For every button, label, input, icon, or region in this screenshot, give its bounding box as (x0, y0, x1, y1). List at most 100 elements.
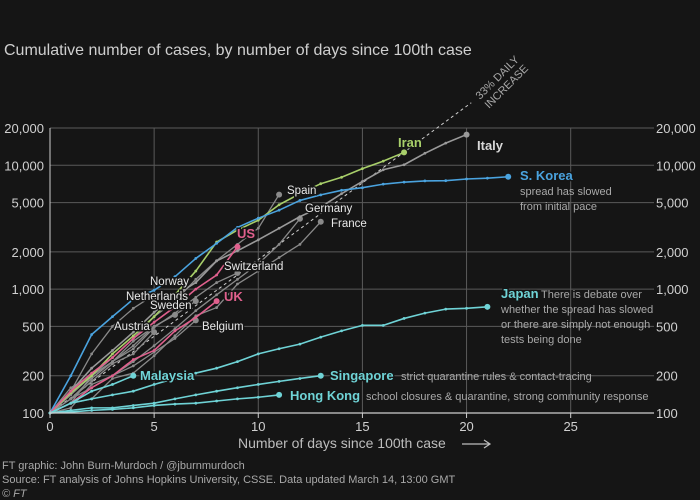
series-point-s-korea (465, 177, 468, 181)
series-point-malaysia (130, 372, 137, 379)
series-point-us (215, 273, 219, 277)
y-tick-label-right: 5,000 (656, 196, 689, 211)
series-point-italy (236, 249, 239, 253)
series-point-japan (319, 335, 323, 339)
gray-series-line-norway (49, 294, 155, 414)
series-point-japan (173, 377, 177, 380)
series-point-japan (402, 317, 406, 320)
series-point-hong-kong (236, 397, 239, 401)
annotations: spread has slowed from initial pace There … (366, 186, 653, 403)
annotation-text: tests being done (501, 334, 582, 346)
gray-series-point-sweden (152, 325, 156, 328)
gray-series-point-norway (131, 306, 135, 310)
gray-series-point-france (173, 334, 177, 338)
series-point-s-korea (90, 333, 94, 336)
gray-series-point-switzerland (234, 269, 241, 276)
footer-source: Source: FT analysis of Johns Hopkins Uni… (2, 474, 456, 486)
gray-series-point-sweden (171, 311, 178, 318)
label-malaysia: Malaysia (140, 368, 195, 383)
series-point-japan (277, 347, 281, 351)
series-point-singapore (236, 386, 239, 390)
series-point-italy (152, 310, 156, 314)
series-line-us (49, 246, 239, 414)
y-tick-label-left: 200 (22, 369, 44, 384)
series-line-singapore (49, 374, 321, 414)
gray-series-point-germany (256, 262, 260, 266)
y-tick-label-right: 1,000 (656, 282, 689, 297)
series-point-japan (131, 389, 135, 393)
gray-series-point-france (215, 306, 219, 309)
series-point-italy (131, 330, 135, 334)
series-point-japan (152, 383, 156, 386)
gray-series-point-germany (173, 327, 177, 331)
gray-series-point-belgium (69, 406, 73, 410)
series-point-singapore (317, 372, 324, 379)
series-point-us (111, 356, 114, 360)
gray-series-point-spain (194, 277, 198, 281)
y-tick-label-right: 200 (656, 369, 678, 384)
gray-series-line-austria (49, 331, 155, 414)
annotation-text: There is debate over (541, 289, 642, 301)
label-spain: Spain (287, 185, 316, 197)
series-point-uk (194, 316, 198, 319)
gray-series-point-belgium (90, 383, 94, 386)
series-point-japan (111, 393, 114, 397)
x-axis-arrow (462, 439, 492, 449)
gray-series-point-germany (277, 242, 281, 246)
series-point-iran (194, 269, 198, 273)
series-point-s-korea (194, 257, 198, 260)
gray-series-point-france (256, 269, 260, 273)
gray-series-point-switzerland (215, 281, 219, 284)
y-tick-label-left: 100 (22, 406, 44, 421)
gray-series-point-germany (152, 344, 156, 348)
gray-series-point-austria (131, 352, 135, 356)
series-point-japan (465, 306, 468, 310)
series-point-hong-kong (111, 407, 114, 411)
x-tick-label: 25 (563, 419, 577, 434)
series-point-uk (173, 329, 177, 333)
gray-series-point-france (317, 218, 324, 225)
series-point-japan (215, 366, 219, 370)
series-point-japan (90, 397, 94, 401)
y-tick-label-right: 500 (656, 319, 678, 334)
series-point-s-korea (256, 216, 260, 220)
gray-series-point-germany (236, 277, 239, 281)
series-point-italy (90, 366, 94, 370)
series-point-italy (402, 163, 406, 167)
annotation-text: spread has slowed (520, 186, 612, 198)
label-netherlands: Netherlands (126, 291, 188, 303)
series-line-japan (49, 306, 488, 414)
gray-series-point-spain (173, 299, 177, 303)
series-point-japan (423, 311, 427, 315)
y-tick-label-right: 20,000 (656, 121, 696, 136)
gray-series-point-sweden (69, 386, 73, 390)
label-france: France (331, 218, 367, 230)
series-point-hong-kong (131, 406, 135, 410)
gray-series-point-germany (194, 309, 198, 313)
gray-series-point-france (111, 377, 114, 380)
series-point-uk (131, 358, 135, 361)
series-point-s-korea (361, 186, 364, 190)
label-switzerland: Switzerland (224, 261, 283, 273)
series-point-italy (256, 238, 260, 242)
series-point-uk (213, 298, 220, 305)
gray-series-point-sweden (111, 360, 114, 364)
series-point-hong-kong (90, 408, 94, 412)
y-tick-label-left: 10,000 (4, 158, 44, 173)
series-point-uk (90, 386, 94, 390)
series-point-italy (194, 281, 198, 284)
series-point-japan (361, 323, 364, 327)
y-tick-label-right: 100 (656, 406, 678, 421)
series-point-iran (236, 228, 239, 232)
gray-series-point-austria (69, 397, 73, 401)
series-point-italy (111, 349, 114, 352)
gray-series-point-spain (276, 191, 283, 198)
series-point-s-korea (69, 374, 73, 378)
series-point-singapore (215, 389, 219, 393)
series-point-italy (463, 131, 470, 138)
series-point-iran (90, 374, 94, 378)
gray-series-point-sweden (131, 344, 135, 348)
series-point-malaysia (69, 401, 73, 405)
series-line-hong-kong (49, 394, 280, 414)
series-point-italy (361, 180, 364, 183)
